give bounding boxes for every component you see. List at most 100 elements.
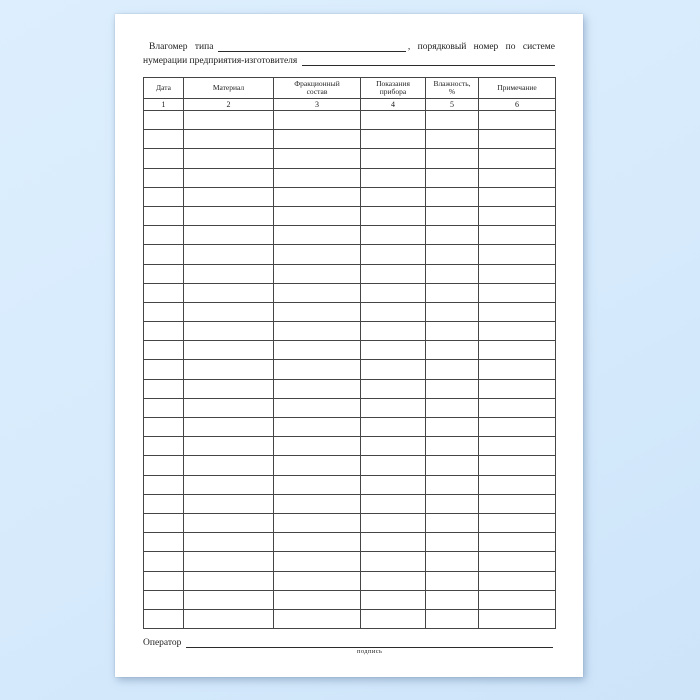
empty-cell-reading	[360, 570, 426, 591]
empty-cell-date	[143, 436, 184, 457]
empty-cell-fraction	[273, 225, 361, 246]
empty-cell-reading	[360, 340, 426, 361]
empty-cell-note	[478, 205, 556, 227]
empty-row	[143, 493, 556, 514]
empty-cell-date	[143, 570, 184, 591]
empty-row	[143, 186, 556, 207]
empty-cell-humidity	[425, 109, 479, 131]
empty-cell-date	[143, 608, 184, 630]
form-page: Влагомер типа , порядковый номер по сист…	[115, 14, 583, 677]
empty-row	[143, 436, 556, 457]
empty-cell-fraction	[273, 532, 361, 553]
empty-cell-reading	[360, 532, 426, 553]
header-line1-suffix: , порядковый номер по системе	[407, 42, 555, 52]
empty-cell-fraction	[273, 148, 361, 169]
column-number-fraction: 3	[273, 98, 361, 111]
empty-cell-note	[478, 512, 556, 534]
empty-cell-fraction	[273, 474, 361, 495]
empty-cell-fraction	[273, 378, 361, 399]
empty-cell-note	[478, 589, 556, 610]
empty-cell-date	[143, 129, 184, 150]
empty-cell-material	[183, 263, 274, 284]
column-number-note: 6	[478, 98, 556, 111]
empty-cell-fraction	[273, 359, 361, 380]
empty-cell-material	[183, 205, 274, 227]
empty-cell-humidity	[425, 167, 479, 188]
form-footer: Оператор подпись	[143, 637, 555, 655]
empty-cell-reading	[360, 589, 426, 610]
empty-cell-reading	[360, 608, 426, 630]
empty-cell-date	[143, 512, 184, 534]
empty-row	[143, 416, 556, 438]
empty-cell-reading	[360, 301, 426, 323]
empty-cell-humidity	[425, 263, 479, 284]
empty-cell-humidity	[425, 378, 479, 399]
empty-cell-reading	[360, 378, 426, 399]
empty-cell-note	[478, 474, 556, 495]
column-header-note: Примечание	[478, 77, 556, 99]
empty-cell-reading	[360, 263, 426, 284]
empty-cell-material	[183, 167, 274, 188]
empty-cell-date	[143, 416, 184, 438]
empty-cell-note	[478, 301, 556, 323]
header-line-1: Влагомер типа , порядковый номер по сист…	[143, 40, 555, 54]
empty-cell-fraction	[273, 109, 361, 131]
empty-cell-note	[478, 282, 556, 303]
empty-cell-note	[478, 493, 556, 514]
empty-cell-reading	[360, 474, 426, 495]
empty-cell-humidity	[425, 532, 479, 553]
empty-cell-fraction	[273, 263, 361, 284]
empty-cell-humidity	[425, 359, 479, 380]
empty-cell-humidity	[425, 205, 479, 227]
empty-cell-fraction	[273, 493, 361, 514]
empty-cell-humidity	[425, 340, 479, 361]
empty-row	[143, 397, 556, 419]
empty-cell-reading	[360, 186, 426, 207]
empty-cell-fraction	[273, 551, 361, 572]
empty-cell-material	[183, 512, 274, 534]
empty-row	[143, 321, 556, 342]
empty-cell-date	[143, 186, 184, 207]
empty-row	[143, 532, 556, 553]
empty-cell-humidity	[425, 129, 479, 150]
empty-cell-reading	[360, 455, 426, 476]
empty-cell-note	[478, 225, 556, 246]
empty-row	[143, 301, 556, 323]
empty-row	[143, 589, 556, 610]
column-number-date: 1	[143, 98, 184, 111]
header-line1-prefix: Влагомер типа	[149, 42, 214, 52]
empty-cell-material	[183, 397, 274, 419]
column-header-material: Материал	[183, 77, 274, 99]
empty-row	[143, 167, 556, 188]
empty-cell-material	[183, 378, 274, 399]
empty-cell-date	[143, 301, 184, 323]
empty-cell-reading	[360, 436, 426, 457]
empty-cell-fraction	[273, 589, 361, 610]
empty-cell-reading	[360, 321, 426, 342]
empty-cell-material	[183, 186, 274, 207]
empty-cell-reading	[360, 225, 426, 246]
empty-cell-material	[183, 608, 274, 630]
manufacturer-number-blank-line	[302, 64, 555, 66]
empty-cell-humidity	[425, 225, 479, 246]
empty-row	[143, 512, 556, 534]
empty-cell-date	[143, 148, 184, 169]
header-line-2: нумерации предприятия-изготовителя	[143, 54, 555, 68]
empty-cell-material	[183, 225, 274, 246]
empty-cell-humidity	[425, 186, 479, 207]
empty-cell-note	[478, 167, 556, 188]
empty-cell-humidity	[425, 282, 479, 303]
empty-row	[143, 109, 556, 131]
operator-signature-line: подпись	[186, 646, 553, 655]
empty-cell-note	[478, 129, 556, 150]
empty-cell-note	[478, 378, 556, 399]
empty-cell-note	[478, 148, 556, 169]
empty-cell-fraction	[273, 282, 361, 303]
column-number-reading: 4	[360, 98, 426, 111]
empty-cell-date	[143, 589, 184, 610]
empty-cell-date	[143, 474, 184, 495]
column-header-fraction: Фракционный состав	[273, 77, 361, 99]
empty-cell-reading	[360, 416, 426, 438]
empty-cell-humidity	[425, 148, 479, 169]
